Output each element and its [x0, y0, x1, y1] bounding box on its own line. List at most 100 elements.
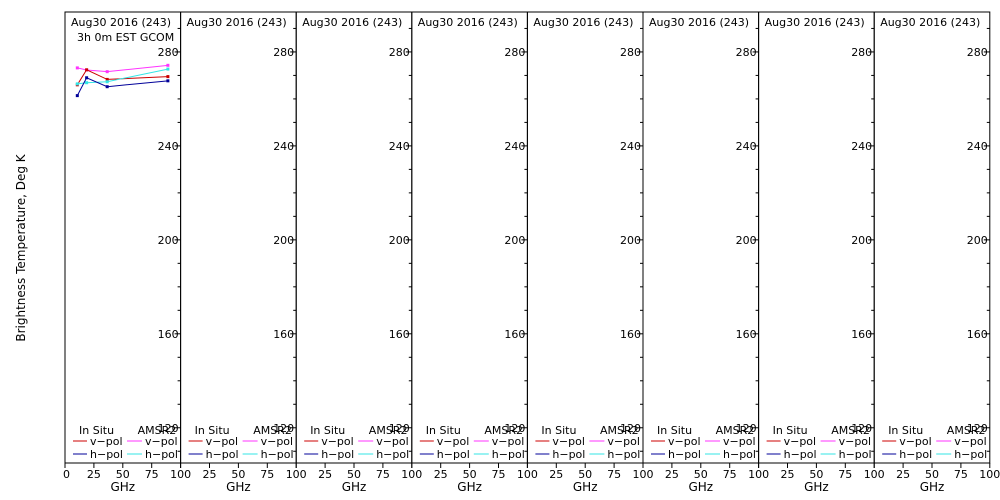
y-tick-label: 240	[620, 140, 641, 153]
y-tick-label: 160	[620, 328, 641, 341]
x-tick-label: 75	[838, 468, 852, 481]
legend-label: v−pol	[784, 435, 817, 448]
y-tick-label: 160	[504, 328, 525, 341]
y-tick-label: 280	[851, 46, 872, 59]
panel-title: Aug30 2016 (243)	[533, 16, 633, 29]
y-tick-label: 120	[736, 422, 757, 435]
data-point	[166, 79, 170, 83]
legend-in-situ-heading: In Situ	[541, 424, 576, 437]
legend-in-situ-heading: In Situ	[426, 424, 461, 437]
x-tick-label: 50	[116, 468, 130, 481]
x-tick-label: 50	[809, 468, 823, 481]
y-tick-label: 280	[736, 46, 757, 59]
x-tick-label: 25	[318, 468, 332, 481]
data-point	[85, 68, 89, 72]
legend-in-situ-heading: In Situ	[79, 424, 114, 437]
y-tick-label: 280	[158, 46, 179, 59]
legend-amsr2-heading: AMSR2	[947, 424, 986, 437]
legend-label: v−pol	[954, 435, 987, 448]
legend-amsr2-heading: AMSR2	[716, 424, 755, 437]
panel-8: Aug30 2016 (243) 120 160 200 240 280 25 50 75 100…	[873, 11, 1000, 494]
panel-title: Aug30 2016 (243)	[302, 16, 402, 29]
y-tick-label: 240	[967, 140, 988, 153]
legend-label: h−pol	[839, 448, 872, 461]
legend-label: v−pol	[839, 435, 872, 448]
legend-label: v−pol	[607, 435, 640, 448]
x-tick-label: 25	[549, 468, 563, 481]
x-tick-label: 75	[492, 468, 506, 481]
x-tick-label: 25	[896, 468, 910, 481]
data-point	[105, 80, 109, 84]
x-tick-label: 100	[633, 468, 654, 481]
legend-label: h−pol	[723, 448, 756, 461]
x-tick-label: 50	[578, 468, 592, 481]
x-axis-label: GHz	[804, 480, 829, 494]
x-axis-label: GHz	[573, 480, 598, 494]
x-axis-label: GHz	[342, 480, 367, 494]
legend-amsr2-heading: AMSR2	[600, 424, 639, 437]
y-tick-label: 120	[273, 422, 294, 435]
x-tick-label: 25	[87, 468, 101, 481]
x-tick-label: 25	[434, 468, 448, 481]
legend-label: h−pol	[668, 448, 701, 461]
y-tick-label: 120	[158, 422, 179, 435]
panel-title: Aug30 2016 (243)	[765, 16, 865, 29]
panel-subtitle: 3h 0m EST GCOM	[77, 31, 174, 44]
legend-label: v−pol	[723, 435, 756, 448]
x-tick-label: 75	[723, 468, 737, 481]
legend-amsr2-heading: AMSR2	[484, 424, 523, 437]
legend-label: v−pol	[261, 435, 294, 448]
legend-label: v−pol	[145, 435, 178, 448]
legend-in-situ-heading: In Situ	[657, 424, 692, 437]
data-point	[166, 63, 170, 67]
panel-1: Aug30 2016 (243) 3h 0m EST GCOM 120 160 200 2…	[63, 11, 191, 494]
x-tick-label: 25	[781, 468, 795, 481]
legend-label: h−pol	[376, 448, 409, 461]
legend-label: h−pol	[90, 448, 123, 461]
x-tick-label: 75	[607, 468, 621, 481]
legend-label: h−pol	[899, 448, 932, 461]
y-tick-label: 200	[736, 234, 757, 247]
y-tick-label: 120	[504, 422, 525, 435]
y-tick-label: 240	[389, 140, 410, 153]
y-tick-label: 200	[389, 234, 410, 247]
legend-label: v−pol	[899, 435, 932, 448]
data-point	[105, 85, 109, 89]
x-tick-label: 100	[864, 468, 885, 481]
y-tick-label: 240	[736, 140, 757, 153]
legend-label: v−pol	[437, 435, 470, 448]
x-tick-label: 25	[665, 468, 679, 481]
y-axis-label: Brightness Temperature, Deg K	[14, 153, 28, 341]
panel-5: Aug30 2016 (243) 120 160 200 240 280 25 50 75 100…	[526, 11, 654, 494]
data-point	[75, 66, 79, 70]
y-tick-label: 280	[273, 46, 294, 59]
data-point	[105, 70, 109, 74]
y-tick-label: 240	[158, 140, 179, 153]
x-tick-label: 100	[286, 468, 307, 481]
series-line	[76, 69, 168, 86]
x-tick-label: 50	[347, 468, 361, 481]
series-line	[77, 64, 168, 73]
y-tick-label: 200	[851, 234, 872, 247]
legend-label: v−pol	[492, 435, 525, 448]
legend-label: h−pol	[437, 448, 470, 461]
data-point	[85, 76, 89, 80]
x-tick-label: 75	[145, 468, 159, 481]
legend-label: h−pol	[954, 448, 987, 461]
y-tick-label: 200	[620, 234, 641, 247]
panel-3: Aug30 2016 (243) 120 160 200 240 280 25 50 75 100…	[295, 11, 422, 494]
x-tick-label: 100	[979, 468, 1000, 481]
y-tick-label: 280	[620, 46, 641, 59]
series-in-situ_h	[75, 76, 170, 98]
x-tick-label: 0	[63, 468, 70, 481]
y-tick-label: 200	[504, 234, 525, 247]
x-tick-label: 25	[203, 468, 217, 481]
legend-label: h−pol	[261, 448, 294, 461]
y-tick-label: 160	[389, 328, 410, 341]
